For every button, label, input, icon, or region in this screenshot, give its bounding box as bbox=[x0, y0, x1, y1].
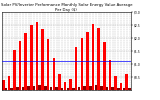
Bar bbox=[78, 87, 80, 90]
Title: Solar PV/Inverter Performance Monthly Solar Energy Value Average Per Day ($): Solar PV/Inverter Performance Monthly So… bbox=[1, 3, 132, 12]
Bar bbox=[61, 88, 64, 90]
Bar bbox=[123, 88, 125, 90]
Bar bbox=[22, 87, 24, 90]
Bar bbox=[120, 83, 122, 90]
Bar bbox=[100, 86, 103, 90]
Bar bbox=[95, 85, 97, 90]
Bar bbox=[19, 41, 21, 90]
Bar bbox=[67, 88, 69, 90]
Bar bbox=[47, 39, 49, 90]
Bar bbox=[58, 74, 61, 90]
Bar bbox=[81, 38, 83, 90]
Bar bbox=[2, 80, 4, 90]
Bar bbox=[97, 28, 100, 90]
Bar bbox=[92, 24, 94, 90]
Bar bbox=[52, 57, 55, 90]
Bar bbox=[128, 88, 131, 90]
Bar bbox=[109, 60, 111, 90]
Bar bbox=[44, 86, 47, 90]
Bar bbox=[103, 42, 106, 90]
Bar bbox=[106, 87, 108, 90]
Bar bbox=[13, 50, 16, 90]
Bar bbox=[114, 76, 117, 90]
Bar bbox=[8, 76, 10, 90]
Bar bbox=[10, 88, 13, 90]
Bar bbox=[117, 88, 120, 90]
Bar bbox=[75, 47, 77, 90]
Bar bbox=[5, 88, 7, 90]
Bar bbox=[24, 33, 27, 90]
Bar bbox=[50, 87, 52, 90]
Bar bbox=[33, 86, 35, 90]
Bar bbox=[16, 87, 19, 90]
Bar bbox=[86, 32, 89, 90]
Bar bbox=[39, 85, 41, 90]
Bar bbox=[111, 87, 114, 90]
Bar bbox=[27, 86, 30, 90]
Bar bbox=[30, 25, 33, 90]
Bar bbox=[83, 86, 86, 90]
Bar bbox=[72, 88, 75, 90]
Bar bbox=[36, 22, 38, 90]
Bar bbox=[69, 79, 72, 90]
Bar bbox=[89, 86, 92, 90]
Bar bbox=[41, 29, 44, 90]
Bar bbox=[55, 87, 58, 90]
Bar bbox=[125, 74, 128, 90]
Bar bbox=[64, 82, 66, 90]
